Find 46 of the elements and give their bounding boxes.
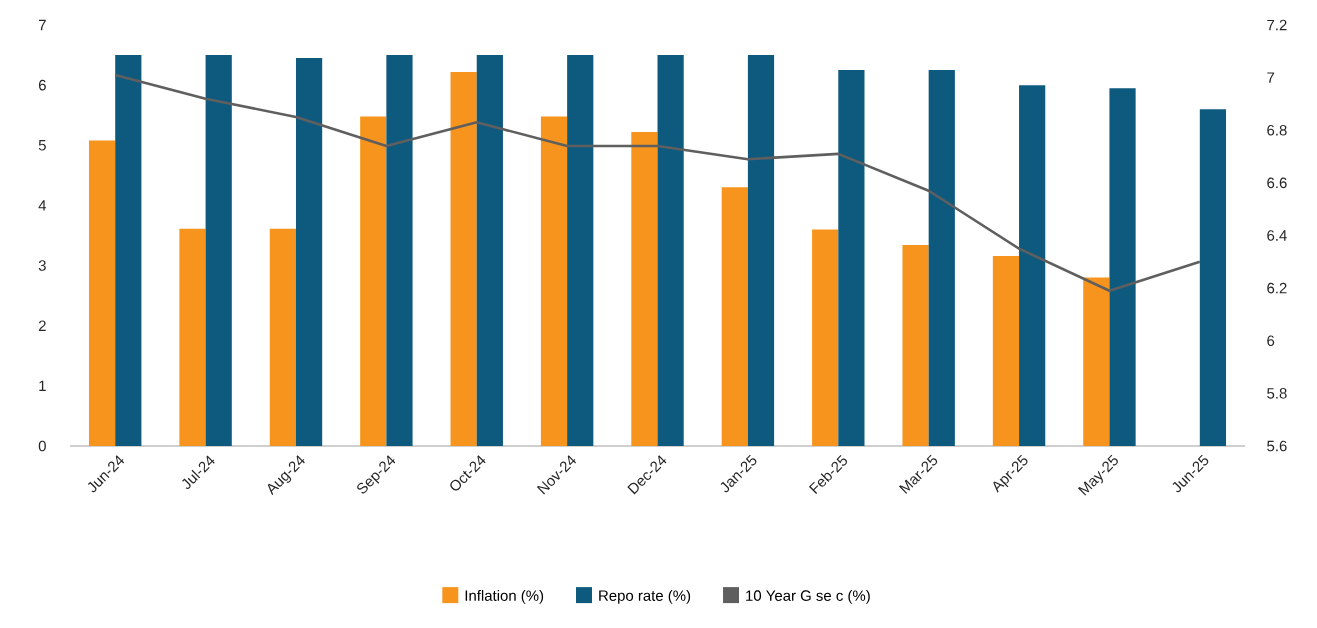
y-tick-label: 3 — [38, 260, 46, 271]
bar — [540, 116, 568, 446]
bar — [295, 58, 323, 446]
bar — [476, 55, 503, 446]
legend-label: Inflation (%) — [465, 589, 544, 604]
y-tick-label: 4 — [38, 200, 47, 211]
y2-tick-label: 5.6 — [1267, 440, 1287, 452]
bar — [631, 132, 658, 446]
legend-label: Repo rate (%) — [599, 589, 691, 604]
y-tick-label: 1 — [39, 380, 46, 391]
y2-tick-label: 6.2 — [1267, 282, 1287, 294]
y2-tick-label: 6.6 — [1267, 177, 1287, 189]
bar — [450, 71, 477, 446]
bar — [179, 228, 206, 446]
bar — [1199, 109, 1227, 446]
bar — [89, 140, 116, 446]
bar — [115, 55, 142, 446]
y-tick-label: 0 — [38, 440, 46, 452]
y2-tick-label: 6.8 — [1267, 124, 1287, 136]
y2-tick-label: 7 — [1267, 72, 1275, 83]
bar — [360, 116, 387, 446]
y-tick-label: 5 — [38, 140, 46, 151]
bar — [386, 55, 413, 446]
bar — [567, 55, 594, 446]
line-series — [113, 73, 1202, 293]
y-tick-label: 2 — [38, 320, 46, 331]
bar — [205, 55, 232, 446]
y2-tick-label: 6.4 — [1267, 230, 1287, 241]
bar — [928, 70, 955, 446]
bar — [1109, 88, 1136, 446]
y2-tick-label: 6 — [1267, 335, 1275, 347]
y2-tick-label: 5.8 — [1267, 388, 1287, 399]
bar — [721, 187, 748, 446]
y-tick-label: 7 — [38, 19, 46, 31]
y2-tick-label: 7.2 — [1267, 19, 1287, 31]
bar — [657, 55, 684, 446]
bar — [812, 229, 839, 446]
bar — [902, 245, 929, 446]
bar — [747, 55, 775, 446]
bar — [838, 70, 865, 446]
bar — [1083, 277, 1110, 446]
bar — [992, 255, 1020, 446]
legend-label: 10 Year G se c (%) — [746, 589, 870, 604]
y-tick-label: 6 — [38, 79, 46, 91]
bar — [269, 228, 296, 446]
bar — [1019, 85, 1046, 446]
